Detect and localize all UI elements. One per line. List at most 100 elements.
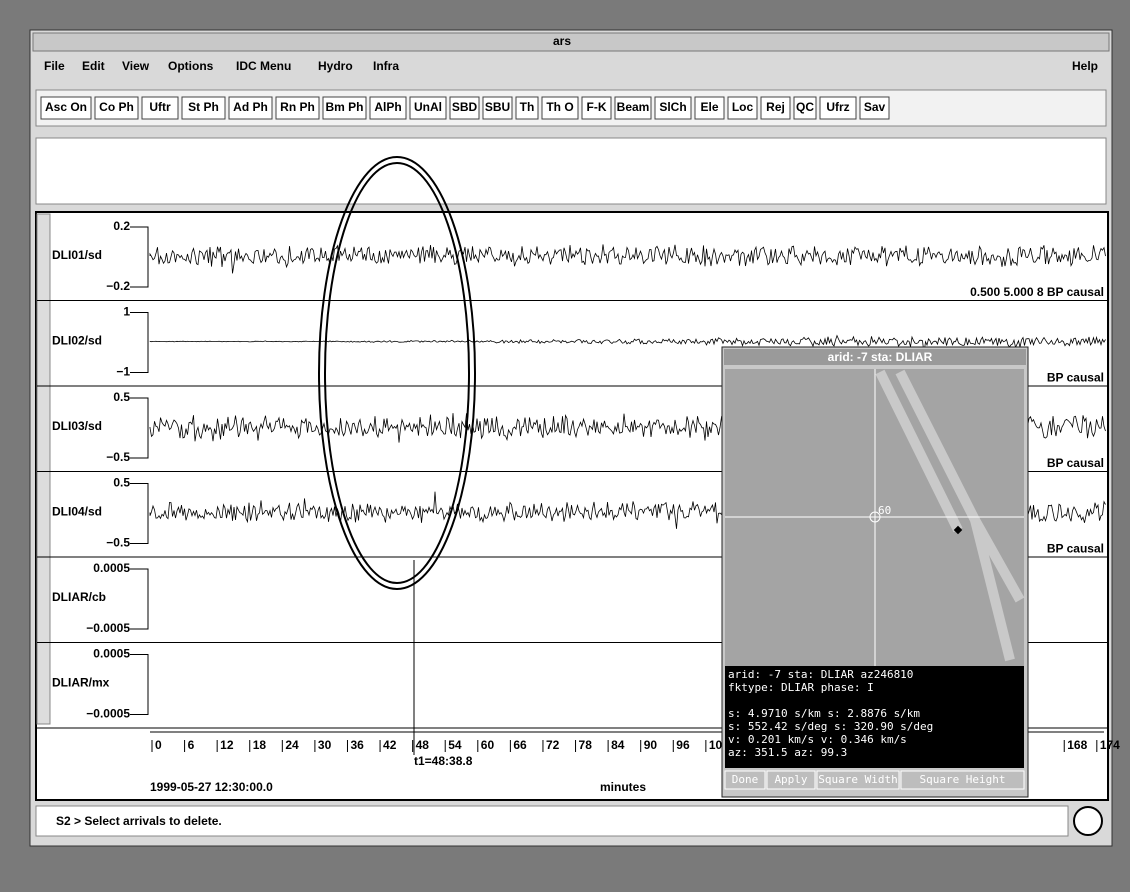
fk-button[interactable] — [816, 770, 900, 790]
amplitude-bottom: −0.2 — [106, 279, 130, 293]
menu-item[interactable]: Infra — [373, 59, 399, 73]
toolbar-button[interactable] — [482, 96, 513, 120]
start-time: 1999-05-27 12:30:00.0 — [150, 780, 273, 794]
toolbar-button-label[interactable]: SlCh — [659, 100, 686, 114]
amplitude-axis — [130, 226, 149, 288]
toolbar-button[interactable] — [694, 96, 725, 120]
amplitude-top: 0.0005 — [93, 561, 130, 575]
toolbar-button-label[interactable]: Th O — [546, 100, 573, 114]
toolbar-button-label[interactable]: Rn Ph — [280, 100, 315, 114]
time-tick-label: 42 — [383, 738, 397, 752]
toolbar-button[interactable] — [181, 96, 226, 120]
waveform — [149, 334, 1106, 354]
fk-info-line: arid: -7 sta: DLIAR az246810 — [728, 668, 913, 681]
toolbar-button[interactable] — [793, 96, 817, 120]
toolbar-button-label[interactable]: Loc — [732, 100, 754, 114]
toolbar-button[interactable] — [141, 96, 179, 120]
toolbar-button[interactable] — [40, 96, 92, 120]
cursor-label: t1=48:38.8 — [414, 754, 473, 768]
toolbar-button[interactable] — [275, 96, 320, 120]
amplitude-bottom: −0.5 — [106, 536, 130, 550]
amplitude-axis — [130, 654, 149, 715]
fk-button-label[interactable]: Done — [732, 773, 759, 786]
toolbar-button[interactable] — [409, 96, 447, 120]
amplitude-top: 1 — [123, 305, 130, 319]
toolbar-button[interactable] — [322, 96, 367, 120]
toolbar-button-label[interactable]: Co Ph — [99, 100, 134, 114]
toolbar-button-label[interactable]: Sav — [864, 100, 886, 114]
toolbar-button-label[interactable]: AlPh — [374, 100, 401, 114]
toolbar-button[interactable] — [727, 96, 758, 120]
fk-button[interactable] — [724, 770, 766, 790]
channel-name: DLIAR/mx — [52, 676, 110, 690]
fk-button-label[interactable]: Square Width — [818, 773, 897, 786]
toolbar-button[interactable] — [859, 96, 890, 120]
menu-item[interactable]: Help — [1072, 59, 1098, 73]
fk-button-label[interactable]: Apply — [774, 773, 807, 786]
toolbar-button-label[interactable]: Beam — [617, 100, 650, 114]
speaker-icon[interactable] — [1073, 806, 1103, 836]
fk-button[interactable] — [900, 770, 1025, 790]
toolbar-button[interactable] — [760, 96, 791, 120]
amplitude-bottom: −1 — [116, 365, 130, 379]
toolbar-button-label[interactable]: QC — [796, 100, 814, 114]
toolbar-button[interactable] — [614, 96, 652, 120]
toolbar-button[interactable] — [228, 96, 273, 120]
toolbar-button-label[interactable]: SBD — [452, 100, 478, 114]
toolbar-button[interactable] — [654, 96, 692, 120]
toolbar-button-label[interactable]: Uftr — [149, 100, 171, 114]
toolbar-button-label[interactable]: Asc On — [45, 100, 87, 114]
toolbar-button-label[interactable]: UnAl — [414, 100, 442, 114]
toolbar-button-label[interactable]: Ele — [700, 100, 718, 114]
amplitude-top: 0.5 — [113, 476, 130, 490]
fk-button[interactable] — [766, 770, 816, 790]
toolbar-button-label[interactable]: F-K — [587, 100, 607, 114]
toolbar-button-label[interactable]: Th — [520, 100, 535, 114]
highlight-ellipse — [318, 156, 476, 590]
time-tick-label: 96 — [676, 738, 690, 752]
menu-item[interactable]: IDC Menu — [236, 59, 291, 73]
toolbar-button[interactable] — [819, 96, 857, 120]
time-tick-label: 0 — [155, 738, 162, 752]
channel-name: DLIAR/cb — [52, 590, 106, 604]
toolbar-button-label[interactable]: Ad Ph — [233, 100, 268, 114]
menu-item[interactable]: File — [44, 59, 65, 73]
toolbar-button-label[interactable]: Rej — [766, 100, 785, 114]
menu-item[interactable]: Options — [168, 59, 214, 73]
toolbar-button[interactable] — [369, 96, 407, 120]
toolbar-button[interactable] — [515, 96, 539, 120]
toolbar-button[interactable] — [581, 96, 612, 120]
amplitude-top: 0.0005 — [93, 647, 130, 661]
toolbar-button-label[interactable]: Bm Ph — [325, 100, 363, 114]
fk-title: arid: -7 sta: DLIAR — [828, 350, 933, 364]
time-tick-label: 36 — [350, 738, 364, 752]
amplitude-axis — [130, 568, 149, 630]
toolbar-button[interactable] — [541, 96, 579, 120]
fk-origin — [869, 511, 881, 523]
fk-info-line: az: 351.5 az: 99.3 — [728, 746, 847, 759]
time-tick-label: 54 — [448, 738, 462, 752]
menu-item[interactable]: Hydro — [318, 59, 353, 73]
filter-label: BP causal — [1047, 456, 1104, 470]
menu-item[interactable]: View — [122, 59, 150, 73]
fk-info-line: s: 4.9710 s/km s: 2.8876 s/km — [728, 707, 920, 720]
scrollbar[interactable] — [36, 213, 51, 725]
menu-item[interactable]: Edit — [82, 59, 105, 73]
time-tick-label: 6 — [188, 738, 195, 752]
time-tick-label: 30 — [318, 738, 332, 752]
toolbar-button[interactable] — [449, 96, 480, 120]
toolbar-button-label[interactable]: SBU — [485, 100, 510, 114]
fk-info — [725, 666, 1024, 768]
toolbar-button-label[interactable]: St Ph — [188, 100, 219, 114]
filter-label: 0.500 5.000 8 BP causal — [970, 285, 1104, 299]
amplitude-bottom: −0.0005 — [86, 621, 130, 635]
toolbar-button-label[interactable]: Ufrz — [826, 100, 849, 114]
toolbar-button[interactable] — [94, 96, 139, 120]
channel-name: DLI03/sd — [52, 419, 102, 433]
fk-button-label[interactable]: Square Height — [919, 773, 1005, 786]
fk-info-line: v: 0.201 km/s v: 0.346 km/s — [728, 733, 907, 746]
time-tick-label: 18 — [253, 738, 267, 752]
time-tick-label: 24 — [285, 738, 299, 752]
status-bar — [35, 805, 1069, 837]
amplitude-axis — [130, 483, 149, 544]
